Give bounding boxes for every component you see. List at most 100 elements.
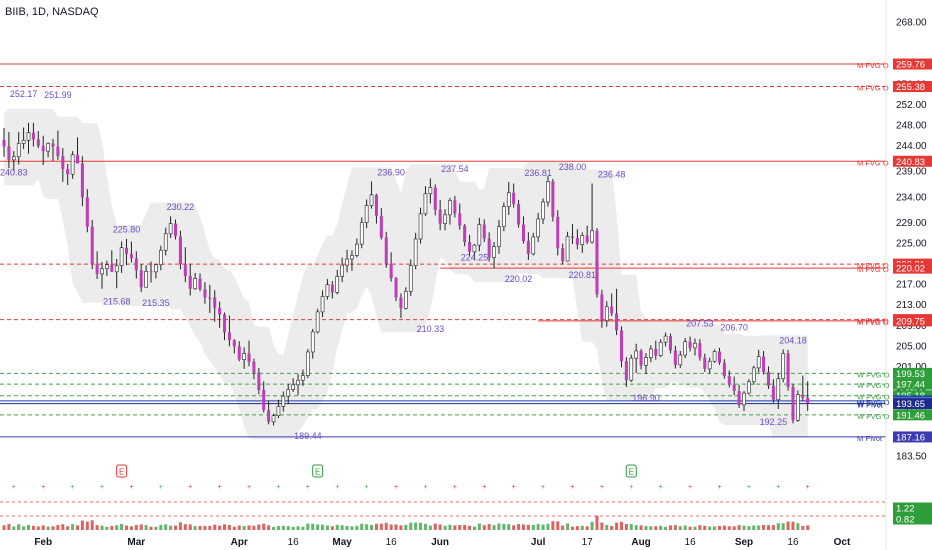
candle-body (732, 384, 736, 392)
volume-bar (95, 525, 99, 530)
volume-bar (521, 524, 525, 530)
earnings-marker-label: E (119, 468, 124, 477)
level-label: W FVG O (857, 412, 890, 421)
candle-body (271, 415, 276, 423)
candle-body (114, 265, 119, 273)
volume-bar (654, 526, 658, 530)
candle-body (340, 264, 344, 277)
volume-dot: + (453, 484, 457, 491)
price-badge (893, 431, 932, 443)
volume-bar (262, 523, 266, 530)
candle-body (208, 297, 212, 299)
volume-bar (634, 525, 638, 530)
candle-body (604, 306, 609, 321)
volume-dot: + (100, 484, 104, 491)
volume-dot: + (776, 484, 780, 491)
candle-body (717, 351, 722, 363)
volume-bar (781, 523, 785, 530)
volume-bar (193, 526, 197, 530)
price-badge (893, 367, 932, 379)
volume-bar (384, 522, 388, 530)
pivot-label: 220.02 (505, 274, 533, 284)
volume-bar (414, 522, 418, 530)
candle-body (766, 372, 771, 386)
volume-bar (208, 525, 212, 530)
time-tick-label: 16 (386, 537, 398, 548)
time-axis[interactable]: Feb Mar Apr 16 May 16 Jun Jul 17 Aug 16 Sep 16 Oct (34, 537, 851, 548)
candle-body (242, 353, 246, 360)
volume-bar (286, 526, 290, 530)
candle-body (722, 362, 726, 377)
candle-body (468, 242, 472, 252)
volume-bar (796, 523, 800, 530)
volume-dot: + (482, 484, 486, 491)
volume-bar (507, 524, 511, 530)
volume-bar (345, 525, 349, 530)
candle-body (698, 343, 702, 358)
volume-bar (321, 524, 325, 530)
price-badge-label: 193.65 (896, 399, 925, 410)
candle-body (394, 278, 398, 298)
volume-bar (678, 526, 682, 530)
volume-bar (237, 525, 241, 530)
volume-bar (546, 523, 550, 530)
volume-bar (673, 525, 677, 530)
volume-dot: + (71, 484, 75, 491)
volume-bar (649, 526, 653, 530)
volume-badge-label: 0.82 (896, 515, 915, 526)
volume-bar (85, 521, 89, 530)
candle-body (585, 235, 589, 243)
candle-body (144, 271, 148, 288)
candle-body (693, 342, 697, 349)
volume-dot: + (306, 484, 310, 491)
volume-bar (791, 521, 795, 530)
volume-bar (575, 526, 579, 530)
volume-bar (639, 525, 643, 530)
candle-body (379, 215, 383, 238)
price-badge (893, 409, 932, 421)
time-tick-label: Jun (431, 537, 449, 548)
volume-bar (585, 526, 589, 530)
volume-dot: + (159, 484, 163, 491)
candle-body (506, 192, 511, 207)
candle-body (90, 226, 94, 265)
volume-bar (747, 526, 751, 530)
volume-dot: + (276, 484, 280, 491)
time-tick-label: 17 (582, 537, 594, 548)
volume-bar (409, 522, 413, 530)
candle-body (771, 385, 775, 400)
candle-body (7, 146, 11, 160)
candle-body (237, 346, 241, 360)
volume-bar (482, 525, 486, 530)
candle-body (448, 200, 452, 216)
volume-dot: + (629, 484, 633, 491)
candle-body (497, 226, 501, 247)
price-badge-label: 191.46 (896, 410, 925, 421)
candle-body (61, 156, 65, 170)
volume-bar (688, 526, 692, 530)
pivot-label: 196.90 (632, 393, 660, 403)
volume-bar (61, 524, 65, 530)
volume-bar (570, 526, 574, 530)
volume-bar (223, 524, 227, 530)
candle-body (70, 154, 75, 175)
candle-body (223, 314, 227, 333)
candle-body (163, 233, 168, 251)
candle-body (310, 331, 315, 353)
volume-bar (600, 522, 604, 530)
volume-bar (2, 525, 6, 530)
volume-bar (468, 525, 472, 530)
candle-body (668, 336, 672, 351)
volume-bar (144, 525, 148, 530)
volume-bar (517, 524, 521, 530)
volume-bar (198, 525, 202, 530)
candle-body (654, 348, 658, 356)
volume-dot: + (335, 484, 339, 491)
volume-bar (683, 525, 687, 530)
price-tick-label: 205.00 (896, 341, 927, 352)
price-badge (893, 315, 932, 327)
volume-bar (644, 525, 648, 530)
volume-bar (159, 524, 163, 530)
volume-badge-label: 1.22 (896, 504, 915, 515)
